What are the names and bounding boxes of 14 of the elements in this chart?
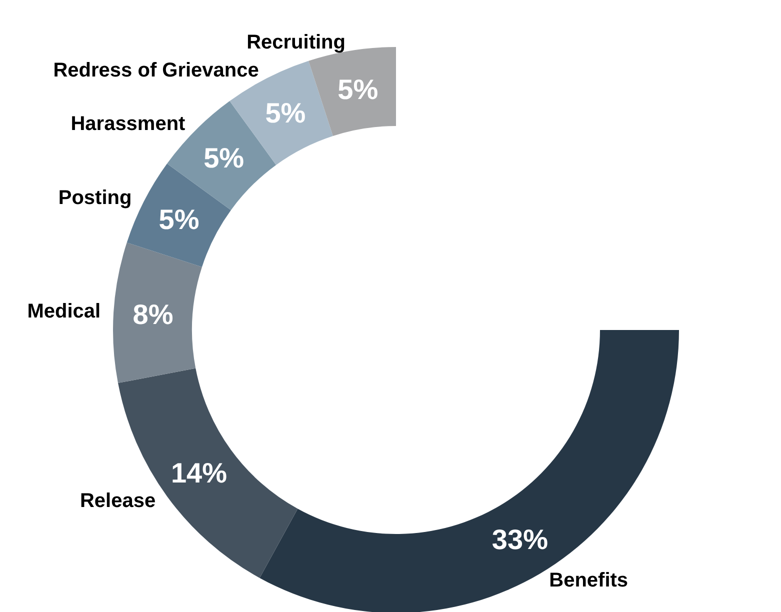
slice-label: Release xyxy=(80,490,156,512)
slice-label: Harassment xyxy=(70,113,186,136)
slice-label: Benefits xyxy=(549,569,628,592)
data-label: 5% xyxy=(158,204,200,235)
data-label: 5% xyxy=(204,142,244,174)
data-label: 5% xyxy=(338,74,378,105)
data-label: 33% xyxy=(492,524,548,556)
data-label: 14% xyxy=(170,458,228,489)
data-label: 5% xyxy=(265,98,306,129)
data-label: 8% xyxy=(132,299,174,330)
slice-label: Redress of Grievance xyxy=(53,60,259,82)
slice-label: Medical xyxy=(27,300,101,323)
slice-label: Recruiting xyxy=(246,32,346,54)
slice-label: Posting xyxy=(58,186,132,209)
